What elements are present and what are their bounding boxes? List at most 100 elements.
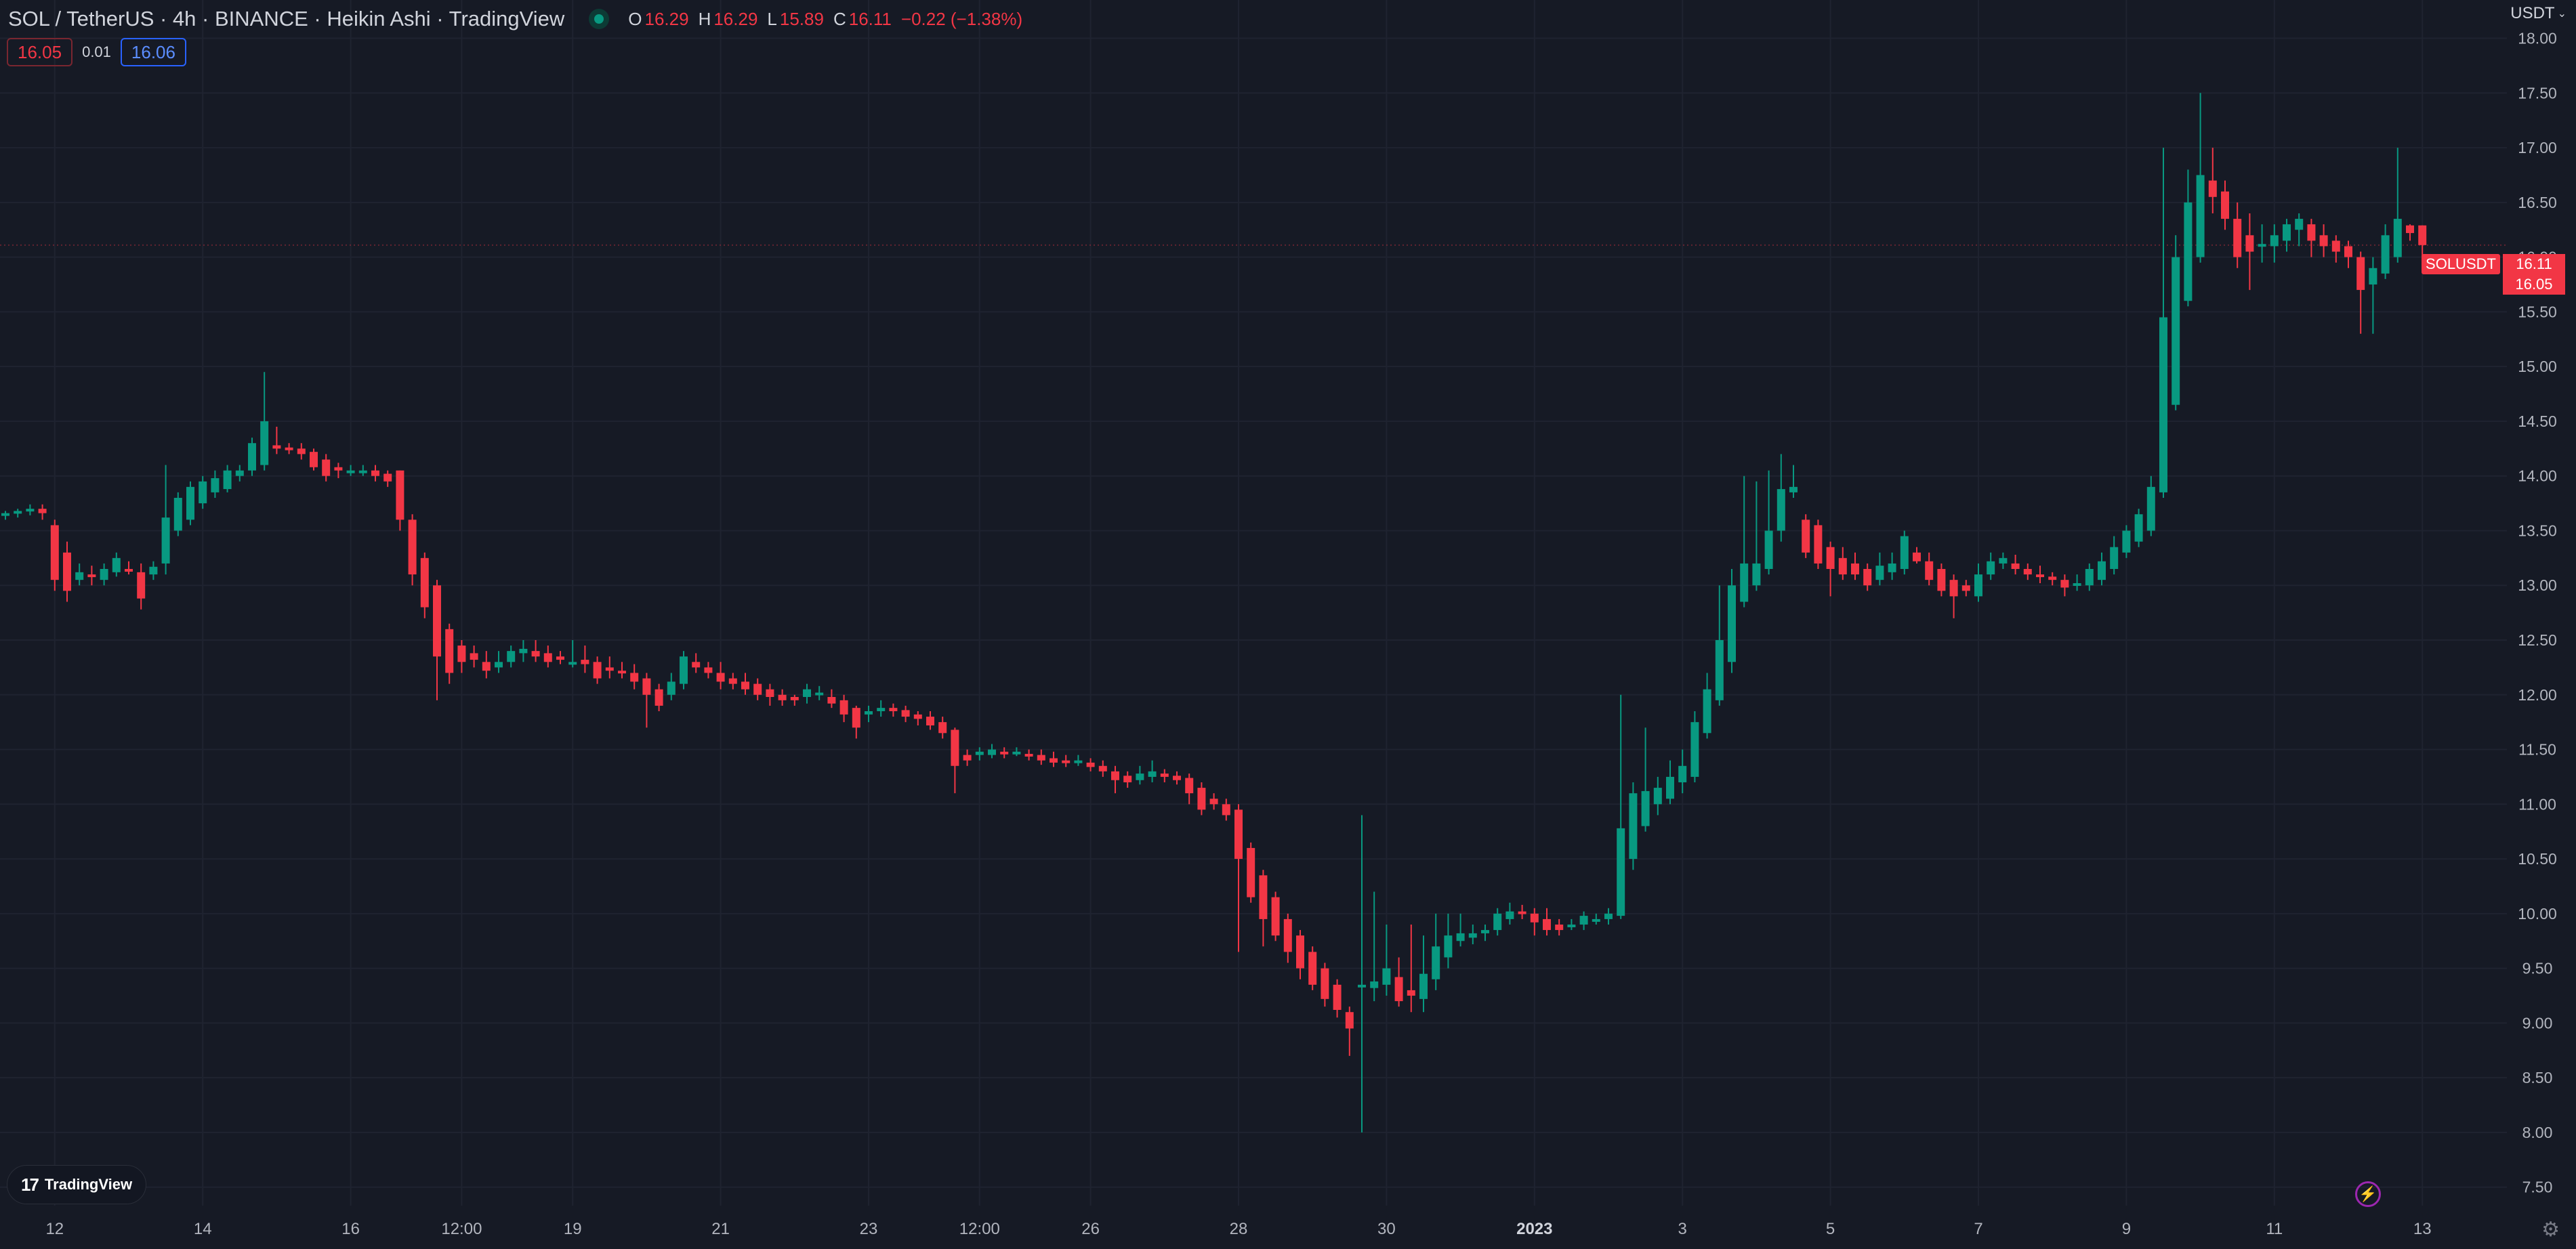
candle-up: [1752, 563, 1761, 586]
market-status-icon[interactable]: [589, 9, 610, 29]
candle-down: [655, 689, 663, 706]
time-tick-label: 7: [1974, 1220, 1982, 1238]
candle-up: [1419, 973, 1428, 999]
price-tick-label: 12.50: [2518, 631, 2557, 649]
open-value: 16.29: [644, 8, 689, 29]
candle-up: [803, 689, 811, 697]
candle-down: [1037, 755, 1045, 761]
candle-down: [1530, 913, 1539, 923]
candle-down: [1407, 990, 1415, 996]
candle-down: [310, 452, 318, 467]
candle-down: [1259, 875, 1268, 919]
candle-down: [433, 585, 441, 657]
price-tick-label: 18.00: [2518, 30, 2557, 47]
candle-up: [161, 517, 170, 564]
candle-down: [1098, 765, 1107, 771]
candle-down: [2036, 574, 2044, 578]
candle-up: [2270, 235, 2279, 247]
sell-price-button[interactable]: 16.05: [7, 38, 73, 66]
candle-up: [1481, 930, 1489, 933]
candle-up: [26, 509, 35, 512]
close-value: 16.11: [848, 8, 892, 29]
time-tick-label: 12:00: [441, 1220, 482, 1238]
currency-selector[interactable]: USDT ⌄: [2510, 4, 2567, 23]
chevron-down-icon: ⌄: [2557, 8, 2567, 20]
candle-up: [1456, 933, 1465, 941]
buy-price-button[interactable]: 16.06: [120, 38, 186, 66]
candle-down: [408, 520, 417, 575]
candle-up: [667, 681, 676, 695]
currency-label: USDT: [2510, 4, 2555, 22]
time-tick-label: 21: [711, 1220, 730, 1238]
candle-up: [75, 572, 84, 580]
candle-up: [211, 478, 220, 492]
candle-up: [1629, 793, 1638, 860]
candle-up: [100, 569, 108, 580]
candle-down: [2233, 219, 2242, 257]
candles-layer: [1, 93, 2427, 1132]
high-label: H: [698, 8, 711, 29]
candle-up: [1617, 828, 1625, 916]
candle-down: [1000, 751, 1009, 755]
candle-down: [1394, 977, 1403, 1002]
candle-down: [889, 708, 898, 711]
candle-down: [322, 459, 331, 476]
candle-down: [1802, 520, 1810, 553]
chart-legend[interactable]: SOL / TetherUS · 4h · BINANCE · Heikin A…: [8, 5, 1022, 33]
tradingview-logo[interactable]: 17 TradingView: [7, 1165, 147, 1204]
candle-down: [445, 629, 454, 673]
candle-down: [543, 653, 552, 662]
candle-down: [1913, 552, 1921, 562]
candle-down: [2418, 225, 2427, 245]
candle-up: [1653, 788, 1662, 805]
candle-down: [593, 662, 602, 679]
candle-down: [1024, 754, 1033, 757]
candle-up: [1888, 563, 1896, 572]
price-tick-label: 13.50: [2518, 522, 2557, 539]
price-tick-label: 9.50: [2522, 960, 2553, 977]
candle-down: [778, 694, 787, 700]
candle-down: [1937, 569, 1946, 591]
candle-down: [396, 470, 404, 520]
last-price-label: 16.11: [2503, 254, 2565, 274]
candle-down: [839, 700, 848, 715]
candle-up: [1505, 911, 1514, 919]
candle-up: [149, 566, 158, 575]
candle-down: [1222, 804, 1230, 816]
candle-up: [2122, 530, 2131, 553]
candle-up: [1789, 486, 1798, 492]
time-tick-label: 23: [860, 1220, 878, 1238]
time-tick-label: 13: [2413, 1220, 2432, 1238]
symbol-title[interactable]: SOL / TetherUS · 4h · BINANCE · Heikin A…: [8, 7, 565, 30]
candle-down: [913, 714, 922, 719]
candle-down: [2356, 257, 2365, 291]
candle-up: [223, 470, 232, 490]
candle-up: [1641, 790, 1650, 826]
candle-up: [1715, 640, 1724, 700]
candle-up: [186, 486, 194, 520]
candle-down: [1949, 580, 1958, 597]
candle-down: [334, 467, 343, 471]
candle-up: [975, 751, 984, 755]
candle-down: [1209, 799, 1218, 805]
candle-up: [495, 662, 503, 668]
candle-up: [507, 651, 516, 662]
candle-up: [1592, 918, 1600, 922]
candle-up: [2258, 244, 2266, 247]
symbol-price-label: SOLUSDT: [2422, 254, 2500, 274]
candle-down: [741, 681, 749, 690]
tradingview-logo-text: TradingView: [44, 1176, 133, 1193]
low-label: L: [767, 8, 777, 29]
candle-down: [2307, 224, 2316, 241]
price-tick-label: 11.50: [2518, 741, 2556, 759]
gear-icon[interactable]: ⚙: [2541, 1219, 2560, 1241]
price-tick-label: 14.50: [2518, 412, 2557, 430]
price-tick-label: 10.00: [2518, 905, 2557, 923]
candle-down: [1197, 788, 1206, 810]
candle-down: [1173, 776, 1181, 780]
candle-up: [1148, 771, 1157, 777]
candle-up: [2381, 235, 2390, 274]
lightning-icon[interactable]: ⚡: [2355, 1181, 2381, 1207]
candle-up: [199, 481, 207, 504]
